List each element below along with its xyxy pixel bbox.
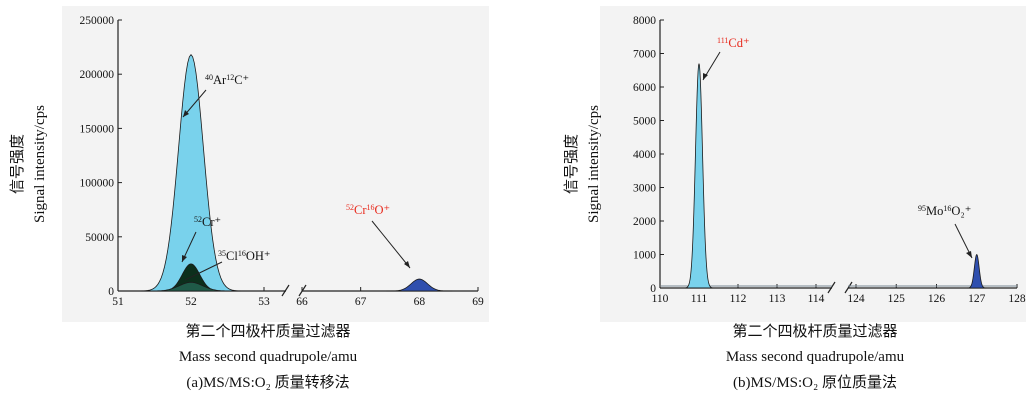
annotation-cr: 52Cr⁺ [194, 215, 221, 230]
panel-a-peak-3 [386, 278, 453, 292]
panel-b-y-tick-label: 7000 [633, 49, 656, 61]
panel-b-x-tick-label: 128 [1008, 293, 1026, 305]
panel-a-x-tick-label: 52 [185, 296, 197, 308]
panel-a-y-tick-label: 250000 [80, 15, 115, 27]
panel-b-ylabel-cn: 信号强度 [563, 134, 580, 194]
panel-b-plot: 0 1000 2000 3000 4000 5000 6000 7000 8000 110 111 1… [633, 15, 1026, 305]
panel-b-x-tick-label: 124 [847, 293, 865, 305]
annotation-cr-o-arrow [371, 220, 411, 269]
panel-a-xlabel-en: Mass second quadrupole/amu [179, 349, 358, 365]
panel-b-y-tick-label: 4000 [633, 149, 656, 161]
panel-a-ylabel-en: Signal intensity/cps [32, 105, 48, 223]
panel-b-xlabel-cn: 第二个四极杆质量过滤器 [732, 322, 897, 340]
annotation-cr-o: 52Cr16O⁺ [346, 203, 390, 218]
panel-a-ylabel-group: 信号强度 Signal intensity/cps [9, 105, 48, 223]
panel-b-y-tick-label: 6000 [633, 82, 656, 94]
panel-b-axis-break-mark [844, 281, 853, 294]
panel-b-y-tick-label: 2000 [633, 216, 656, 228]
panel-b-peak-1 [967, 253, 987, 289]
panel-a-y-tick-label: 100000 [80, 178, 115, 190]
panel-a-xlabel-cn: 第二个四极杆质量过滤器 [185, 322, 350, 340]
panel-b-x-tick-label: 126 [928, 293, 946, 305]
annotation-mo-o2-arrowhead [966, 251, 972, 258]
panel-b-ylabel-en: Signal intensity/cps [586, 105, 602, 223]
panel-b: 信号强度 Signal intensity/cps 0 1000 2000 3000 4… [563, 6, 1026, 391]
panel-b-x-tick-label: 127 [968, 293, 986, 305]
panel-b-y-tick-label: 0 [650, 283, 656, 295]
panel-b-x-tick-label: 112 [730, 293, 747, 305]
panel-a-x-tick-label: 69 [472, 296, 484, 308]
panel-a: 信号强度 Signal intensity/cps 0 50000 100000 15… [9, 6, 489, 391]
panel-a-ylabel-cn: 信号强度 [9, 134, 26, 194]
panel-b-ylabel-group: 信号强度 Signal intensity/cps [563, 105, 602, 223]
panel-b-y-tick-label: 5000 [633, 116, 656, 128]
annotation-ar-c-arrowhead [183, 110, 189, 117]
panel-b-xlabel-en: Mass second quadrupole/amu [726, 349, 905, 365]
panel-a-x-tick-label: 68 [414, 296, 426, 308]
panel-a-axis-break-mark [281, 284, 290, 297]
panel-a-y-tick-label: 0 [108, 286, 114, 298]
annotation-cd: 111Cd⁺ [717, 36, 750, 51]
panel-a-peak-2 [144, 281, 238, 292]
panel-b-axis-break-mark [827, 281, 836, 294]
panel-a-x-tick-label: 67 [355, 296, 367, 308]
panel-b-background [600, 6, 1026, 322]
panel-b-caption: (b)MS/MS:O₂ 原位质量法 [733, 374, 897, 391]
annotation-cr-o-arrowhead [404, 261, 410, 268]
panel-a-peak-0 [141, 54, 241, 292]
panel-b-y-tick-label: 3000 [633, 183, 656, 195]
panel-a-y-tick-label: 200000 [80, 69, 115, 81]
annotation-mo-o2: 95Mo16O₂⁺ [918, 204, 971, 219]
panel-a-x-tick-label: 51 [112, 296, 124, 308]
annotation-ar-c: 40Ar12C⁺ [205, 73, 249, 88]
panel-a-x-tick-label: 53 [258, 296, 270, 308]
panel-a-y-tick-label: 50000 [85, 232, 114, 244]
panel-b-y-tick-label: 1000 [633, 250, 656, 262]
panel-b-x-tick-label: 110 [652, 293, 669, 305]
annotation-cl-oh-arrow [184, 261, 223, 281]
panel-a-caption: (a)MS/MS:O₂ 质量转移法 [186, 374, 349, 391]
annotation-cd-arrowhead [703, 73, 708, 80]
panel-b-y-tick-label: 8000 [633, 15, 656, 27]
panel-a-y-tick-label: 150000 [80, 123, 115, 135]
annotation-cl-oh: 35Cl16OH⁺ [218, 249, 270, 264]
panel-a-background [62, 6, 489, 322]
panel-b-x-tick-label: 113 [769, 293, 786, 305]
panel-b-x-tick-label: 111 [691, 293, 708, 305]
panel-b-x-tick-label: 114 [808, 293, 825, 305]
annotation-cr-arrowhead [182, 255, 187, 262]
panel-b-x-tick-label: 125 [888, 293, 906, 305]
panel-a-x-tick-label: 66 [296, 296, 308, 308]
panel-b-peak-0 [684, 63, 714, 289]
